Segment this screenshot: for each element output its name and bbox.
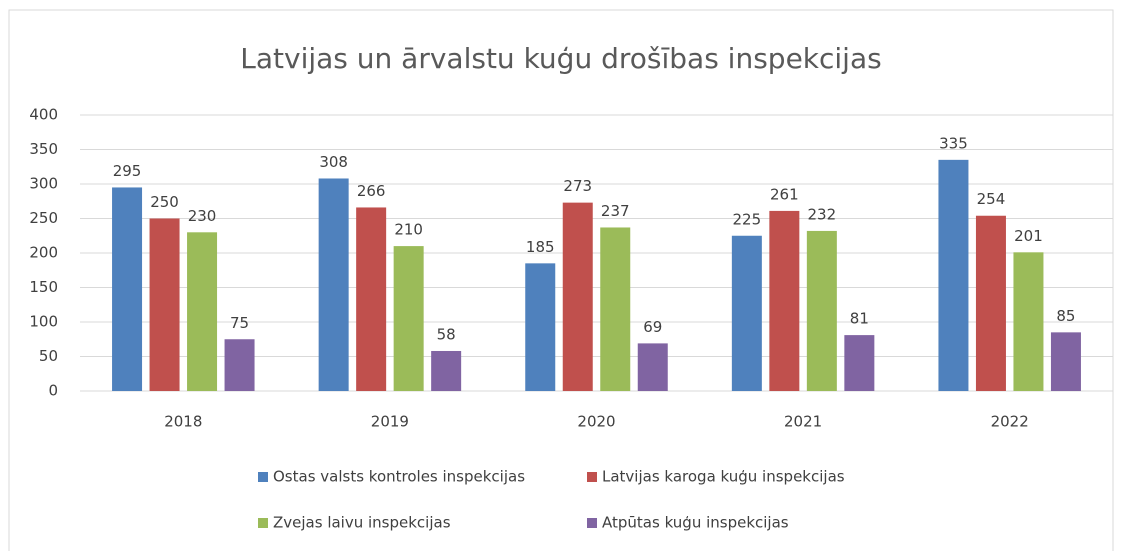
data-label: 273 xyxy=(563,177,592,195)
bar xyxy=(637,343,668,391)
bar xyxy=(975,215,1006,391)
data-label: 81 xyxy=(850,310,869,328)
data-label: 58 xyxy=(437,325,456,343)
bar xyxy=(731,235,762,391)
legend-label: Zvejas laivu inspekcijas xyxy=(273,514,451,532)
bar xyxy=(1050,332,1081,391)
y-tick-label: 200 xyxy=(29,244,58,262)
bar xyxy=(769,210,800,391)
legend-swatch xyxy=(258,472,268,482)
legend-label: Latvijas karoga kuģu inspekcijas xyxy=(602,468,845,486)
x-tick-label: 2021 xyxy=(784,413,822,431)
bar xyxy=(393,246,424,391)
y-tick-label: 0 xyxy=(48,382,58,400)
data-label: 75 xyxy=(230,314,249,332)
x-tick-label: 2020 xyxy=(577,413,615,431)
data-label: 266 xyxy=(357,182,386,200)
data-label: 335 xyxy=(939,134,968,152)
bar xyxy=(112,187,143,391)
data-label: 250 xyxy=(150,193,179,211)
data-label: 69 xyxy=(643,318,662,336)
y-tick-label: 300 xyxy=(29,175,58,193)
y-tick-label: 250 xyxy=(29,209,58,227)
y-tick-label: 400 xyxy=(29,106,58,124)
data-label: 85 xyxy=(1056,307,1075,325)
y-tick-label: 50 xyxy=(39,347,58,365)
bar xyxy=(356,207,387,391)
y-tick-label: 100 xyxy=(29,313,58,331)
bar xyxy=(562,202,593,391)
bar xyxy=(224,339,255,391)
data-label: 261 xyxy=(770,185,799,203)
bar xyxy=(1013,252,1044,391)
x-tick-label: 2022 xyxy=(991,413,1029,431)
data-label: 308 xyxy=(319,153,348,171)
bar xyxy=(844,335,875,391)
data-label: 185 xyxy=(526,238,555,256)
data-label: 295 xyxy=(113,162,142,180)
data-label: 210 xyxy=(394,221,423,239)
data-label: 201 xyxy=(1014,227,1043,245)
bar xyxy=(187,232,218,391)
data-label: 232 xyxy=(808,205,837,223)
bar xyxy=(431,350,462,391)
x-tick-label: 2018 xyxy=(164,413,202,431)
data-label: 254 xyxy=(977,190,1006,208)
legend-label: Atpūtas kuģu inspekcijas xyxy=(602,514,789,532)
bar xyxy=(525,263,556,391)
legend-swatch xyxy=(587,472,597,482)
data-label: 237 xyxy=(601,202,630,220)
data-label: 230 xyxy=(188,207,217,225)
y-tick-label: 350 xyxy=(29,140,58,158)
bar xyxy=(318,178,349,391)
chart-title: Latvijas un ārvalstu kuģu drošības inspe… xyxy=(240,42,881,75)
x-tick-label: 2019 xyxy=(371,413,409,431)
legend-swatch xyxy=(258,518,268,528)
y-tick-label: 150 xyxy=(29,278,58,296)
legend-swatch xyxy=(587,518,597,528)
bar xyxy=(600,227,631,391)
bar xyxy=(149,218,180,391)
data-label: 225 xyxy=(733,210,762,228)
legend-label: Ostas valsts kontroles inspekcijas xyxy=(273,468,525,486)
bar xyxy=(806,230,837,391)
bar xyxy=(938,159,969,391)
